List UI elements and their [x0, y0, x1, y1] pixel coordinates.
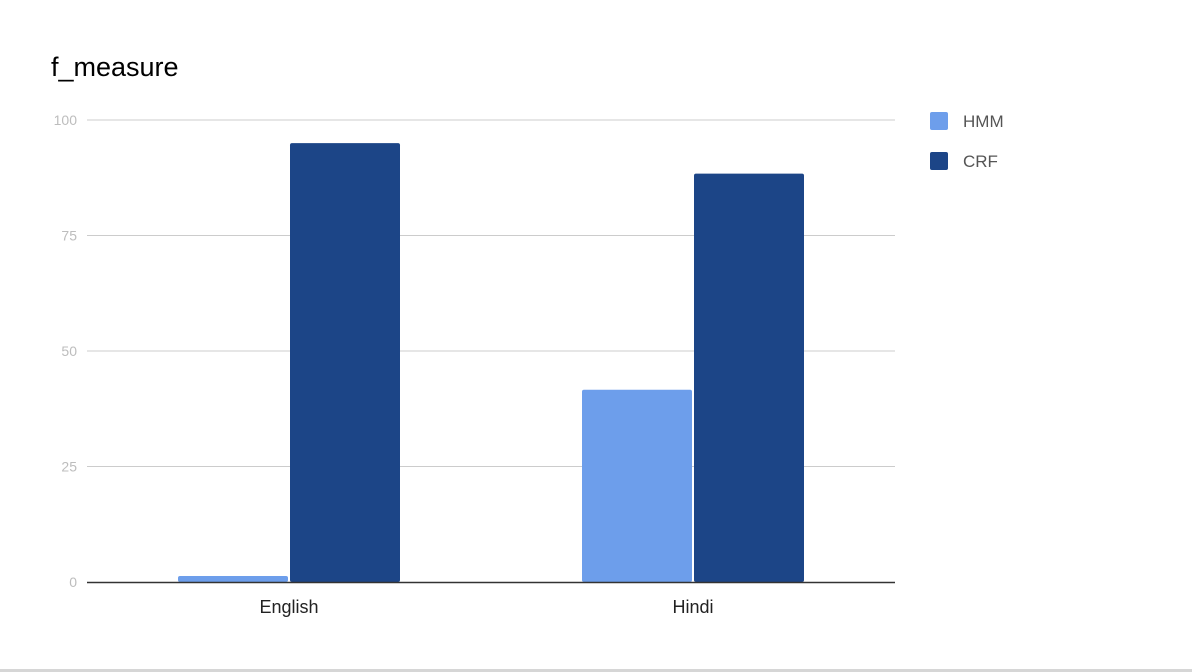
legend: HMM CRF — [930, 112, 1004, 171]
legend-swatch — [930, 152, 948, 170]
y-tick-label: 50 — [61, 343, 77, 359]
x-tick-label: English — [259, 597, 318, 617]
bottom-divider — [0, 669, 1192, 672]
bar-crf-english — [290, 143, 400, 582]
bar-hmm-hindi — [582, 389, 692, 582]
y-tick-label: 100 — [54, 112, 78, 128]
y-tick-label: 25 — [61, 459, 77, 475]
legend-label: HMM — [963, 112, 1004, 131]
legend-swatch — [930, 112, 948, 130]
bars — [178, 143, 804, 583]
legend-label: CRF — [963, 152, 998, 171]
x-axis-ticks: English Hindi — [259, 597, 713, 617]
y-tick-label: 75 — [61, 228, 77, 244]
y-tick-label: 0 — [69, 574, 77, 590]
chart-title: f_measure — [51, 52, 179, 82]
y-axis-ticks: 0 25 50 75 100 — [54, 112, 78, 590]
bar-crf-hindi — [694, 173, 804, 583]
x-tick-label: Hindi — [672, 597, 713, 617]
bar-hmm-english — [178, 575, 288, 582]
